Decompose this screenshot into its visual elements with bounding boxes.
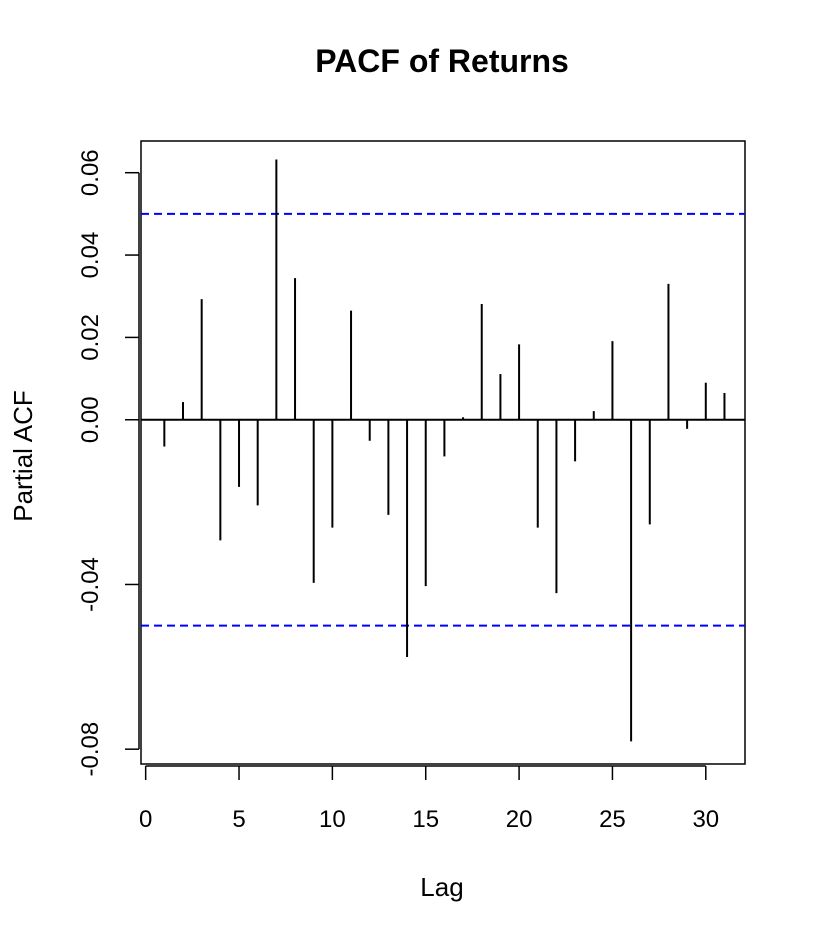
y-axis-label: Partial ACF [8,390,38,522]
plot-frame [140,140,746,765]
y-tick-label: 0.06 [77,149,104,196]
x-tick-label: 0 [139,806,152,833]
x-tick-label: 15 [412,806,439,833]
x-axis-label: Lag [420,872,463,902]
x-tick-label: 10 [319,806,346,833]
x-tick-label: 25 [599,806,626,833]
y-tick-label: -0.04 [77,557,104,612]
y-tick-label: 0.02 [77,314,104,361]
x-tick-label: 5 [232,806,245,833]
x-tick-label: 20 [506,806,533,833]
y-tick-label: 0.00 [77,396,104,443]
y-tick-label: -0.08 [77,722,104,777]
x-tick-label: 30 [692,806,719,833]
y-tick-label: 0.04 [77,232,104,279]
chart-title: PACF of Returns [315,43,569,79]
